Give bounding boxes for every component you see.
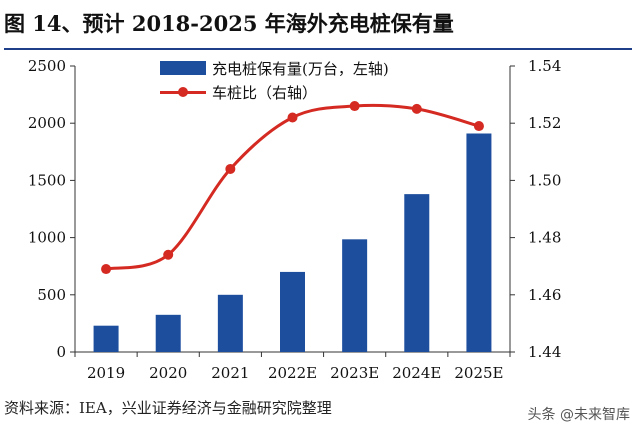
legend-label-bar: 充电桩保有量(万台，左轴) <box>212 59 389 78</box>
legend-item-bar: 充电桩保有量(万台，左轴) <box>160 56 389 80</box>
bar <box>217 294 243 352</box>
legend-item-line: 车桩比（右轴） <box>160 80 389 104</box>
line-point <box>287 112 298 123</box>
y-left-tick-label: 2500 <box>28 57 66 75</box>
line-point <box>473 121 484 132</box>
line-point <box>349 101 360 112</box>
line-point <box>101 264 112 275</box>
legend-swatch-bar <box>160 61 206 75</box>
y-left-tick-label: 1500 <box>28 171 66 189</box>
x-tick-label: 2021 <box>211 364 249 382</box>
line-point <box>411 103 422 114</box>
bar <box>342 239 368 352</box>
bar <box>404 194 430 352</box>
x-tick-label: 2022E <box>268 364 317 382</box>
figure-title: 图 14、预计 2018-2025 年海外充电桩保有量 <box>4 11 454 36</box>
title-bar <box>4 6 632 50</box>
bar <box>93 325 119 352</box>
x-tick-label: 2023E <box>330 364 379 382</box>
y-left-tick-label: 500 <box>37 286 66 304</box>
chart-legend: 充电桩保有量(万台，左轴) 车桩比（右轴） <box>160 56 389 104</box>
source-note: 资料来源：IEA，兴业证券经济与金融研究院整理 <box>4 399 332 417</box>
y-right-tick-label: 1.46 <box>528 286 561 304</box>
legend-label-line: 车桩比（右轴） <box>212 83 318 102</box>
y-right-tick-label: 1.50 <box>528 171 561 189</box>
x-tick-label: 2025E <box>454 364 503 382</box>
x-tick-label: 2019 <box>87 364 125 382</box>
y-right-tick-label: 1.44 <box>528 343 561 361</box>
y-right-tick-label: 1.48 <box>528 229 561 247</box>
y-right-tick-label: 1.54 <box>528 57 561 75</box>
bar <box>466 133 492 352</box>
y-left-tick-label: 2000 <box>28 114 66 132</box>
bar <box>155 314 181 352</box>
y-right-tick-label: 1.52 <box>528 114 561 132</box>
y-left-tick-label: 1000 <box>28 229 66 247</box>
x-tick-label: 2020 <box>149 364 187 382</box>
y-left-tick-label: 0 <box>56 343 66 361</box>
watermark: 头条 @未来智库 <box>527 407 630 423</box>
legend-swatch-line <box>160 85 206 99</box>
line-point <box>225 163 236 174</box>
x-tick-label: 2024E <box>392 364 441 382</box>
bar <box>280 271 305 352</box>
line-point <box>163 249 174 260</box>
